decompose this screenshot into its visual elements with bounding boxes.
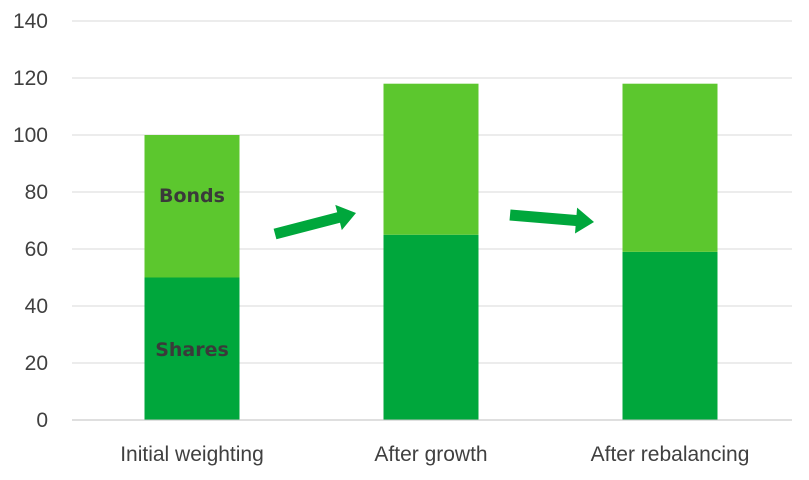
y-tick-label: 60 [25,238,48,261]
bar-bonds-2 [622,83,718,252]
segment-label-shares: Shares [155,339,229,361]
y-tick-label: 120 [13,67,48,90]
bar-shares-2 [622,251,718,420]
segment-labels: Shares Bonds [155,185,229,361]
y-tick-label: 80 [25,181,48,204]
y-tick-label: 100 [13,124,48,147]
bar-shares-0 [144,277,240,420]
y-tick-label: 140 [13,10,48,33]
bar-bonds-0 [144,135,240,278]
axes: 0 20 40 60 80 100 120 140 Initial weighting After… [13,10,792,466]
y-tick-label: 20 [25,352,48,375]
arrows [273,204,594,240]
right-arrow-icon [509,207,594,234]
right-arrow-icon [273,204,356,240]
x-category-label: After rebalancing [591,443,750,466]
y-tick-label: 40 [25,295,48,318]
y-tick-label: 0 [36,409,48,432]
bar-bonds-1 [383,83,479,235]
segment-label-bonds: Bonds [159,185,225,207]
x-category-label: After growth [374,443,487,466]
bars [144,83,718,420]
x-category-label: Initial weighting [120,443,264,466]
bar-shares-1 [383,234,479,420]
